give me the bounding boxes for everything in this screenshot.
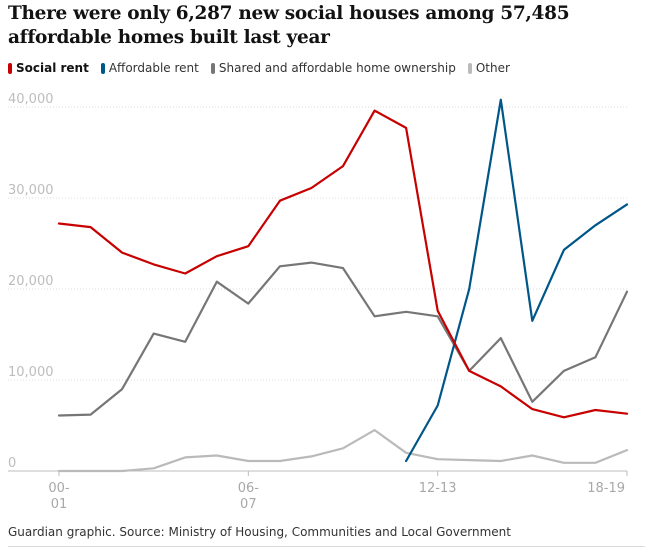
- legend-item-3: Other: [467, 61, 510, 75]
- legend: Social rent Affordable rent Shared and aff…: [8, 61, 510, 75]
- legend-item-0: Social rent: [8, 61, 89, 75]
- series-line-affordable-rent: [405, 98, 629, 463]
- x-tick-label: 06-: [238, 481, 260, 496]
- bottom-divider: [8, 546, 645, 547]
- y-tick-label: 40,000: [8, 92, 54, 107]
- legend-label: Shared and affordable home ownership: [218, 61, 456, 75]
- legend-swatch: [467, 62, 472, 74]
- series-line-other: [57, 429, 629, 473]
- y-tick-label: 20,000: [8, 274, 54, 289]
- legend-swatch: [210, 62, 215, 74]
- source-note: Guardian graphic. Source: Ministry of Ho…: [8, 525, 511, 539]
- legend-item-1: Affordable rent: [100, 61, 199, 75]
- legend-label: Social rent: [16, 61, 89, 75]
- legend-label: Affordable rent: [108, 61, 199, 75]
- legend-item-2: Shared and affordable home ownership: [210, 61, 456, 75]
- legend-swatch: [8, 62, 12, 74]
- chart-title: There were only 6,287 new social houses …: [8, 3, 570, 48]
- y-tick-label: 30,000: [8, 183, 54, 198]
- legend-label: Other: [475, 61, 510, 75]
- line-chart: 0 10,000 20,000 30,000 40,000 00-01 06-07 12-13…: [8, 92, 629, 508]
- legend-swatch: [100, 62, 105, 74]
- x-tick-label: 01: [51, 497, 68, 508]
- y-tick-label: 0: [8, 456, 16, 471]
- x-tick-label: 12-13: [419, 481, 457, 496]
- series-line-social-rent: [57, 109, 629, 419]
- x-tick-label: 00-: [48, 481, 70, 496]
- y-tick-label: 10,000: [8, 365, 54, 380]
- x-tick-label: 07: [240, 497, 257, 508]
- x-tick-label: 18-19: [587, 481, 625, 496]
- series-line-shared-and-affordable-home-ownership: [57, 261, 629, 417]
